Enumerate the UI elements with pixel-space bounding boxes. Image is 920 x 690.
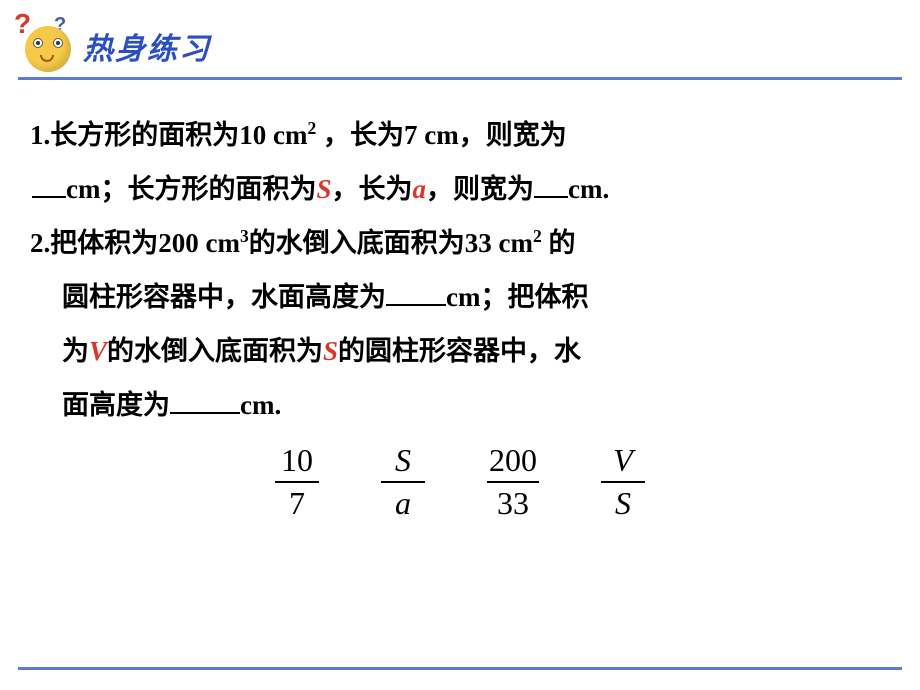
blank-1 <box>32 170 66 198</box>
content-area: 1.长方形的面积为10 cm2 ，长为7 cm，则宽为 cm；长方形的面积为S，… <box>0 80 920 522</box>
question-2-line-1: 2.把体积为200 cm3的水倒入底面积为33 cm2 的 <box>30 216 890 270</box>
thinking-emoji-icon: ? ? <box>20 18 75 73</box>
question-1-line-2: cm；长方形的面积为S，长为a，则宽为cm. <box>30 162 890 216</box>
fraction-4: V S <box>601 442 645 522</box>
question-1-line-1: 1.长方形的面积为10 cm2 ，长为7 cm，则宽为 <box>30 108 890 162</box>
blank-3 <box>386 278 446 306</box>
variable-a: a <box>413 174 427 204</box>
blank-2 <box>534 170 568 198</box>
question-2-line-4: 面高度为cm. <box>30 378 890 432</box>
variable-s-2: S <box>323 336 338 366</box>
question-2-line-3: 为V的水倒入底面积为S的圆柱形容器中，水 <box>30 324 890 378</box>
fraction-1: 10 7 <box>275 442 319 522</box>
blank-4 <box>170 386 240 414</box>
fraction-row: 10 7 S a 200 33 V S <box>30 442 890 522</box>
fraction-3: 200 33 <box>487 442 539 522</box>
footer-underline <box>18 667 902 670</box>
variable-s: S <box>316 174 331 204</box>
header: ? ? 热身练习 <box>0 0 920 73</box>
variable-v: V <box>89 336 107 366</box>
question-2-line-2: 圆柱形容器中，水面高度为cm；把体积 <box>30 270 890 324</box>
section-title: 热身练习 <box>83 24 211 68</box>
fraction-2: S a <box>381 442 425 522</box>
face-icon <box>25 26 71 72</box>
